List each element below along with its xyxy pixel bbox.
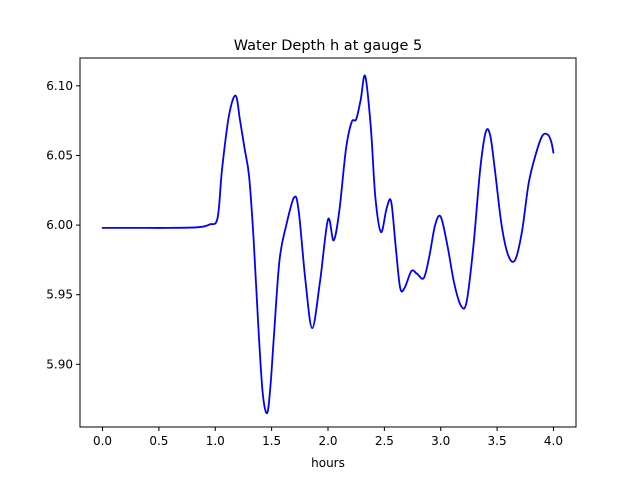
y-tick-label: 6.05	[46, 148, 73, 162]
axes-frame	[79, 57, 577, 428]
y-tick-label: 5.95	[46, 288, 73, 302]
x-tick-label: 2.0	[318, 434, 337, 448]
plot-area	[79, 57, 577, 428]
x-axis-label: hours	[311, 456, 345, 470]
x-tick-label: 2.5	[375, 434, 394, 448]
x-tick-label: 1.0	[206, 434, 225, 448]
y-tick-label: 6.00	[46, 218, 73, 232]
chart-title: Water Depth h at gauge 5	[234, 38, 422, 54]
y-tick-label: 6.10	[46, 79, 73, 93]
x-axis-ticks: 0.0 0.5 1.0 1.5 2.0 2.5 3.0 3.5 4.0	[93, 427, 563, 448]
x-tick-label: 4.0	[544, 434, 563, 448]
x-tick-label: 3.5	[488, 434, 507, 448]
x-tick-label: 3.0	[431, 434, 450, 448]
x-tick-label: 1.5	[262, 434, 281, 448]
y-axis-ticks: 5.90 5.95 6.00 6.05 6.10	[46, 79, 80, 371]
series-line	[101, 74, 555, 415]
y-tick-label: 5.90	[46, 357, 73, 371]
x-tick-label: 0.5	[149, 434, 168, 448]
x-tick-label: 0.0	[93, 434, 112, 448]
